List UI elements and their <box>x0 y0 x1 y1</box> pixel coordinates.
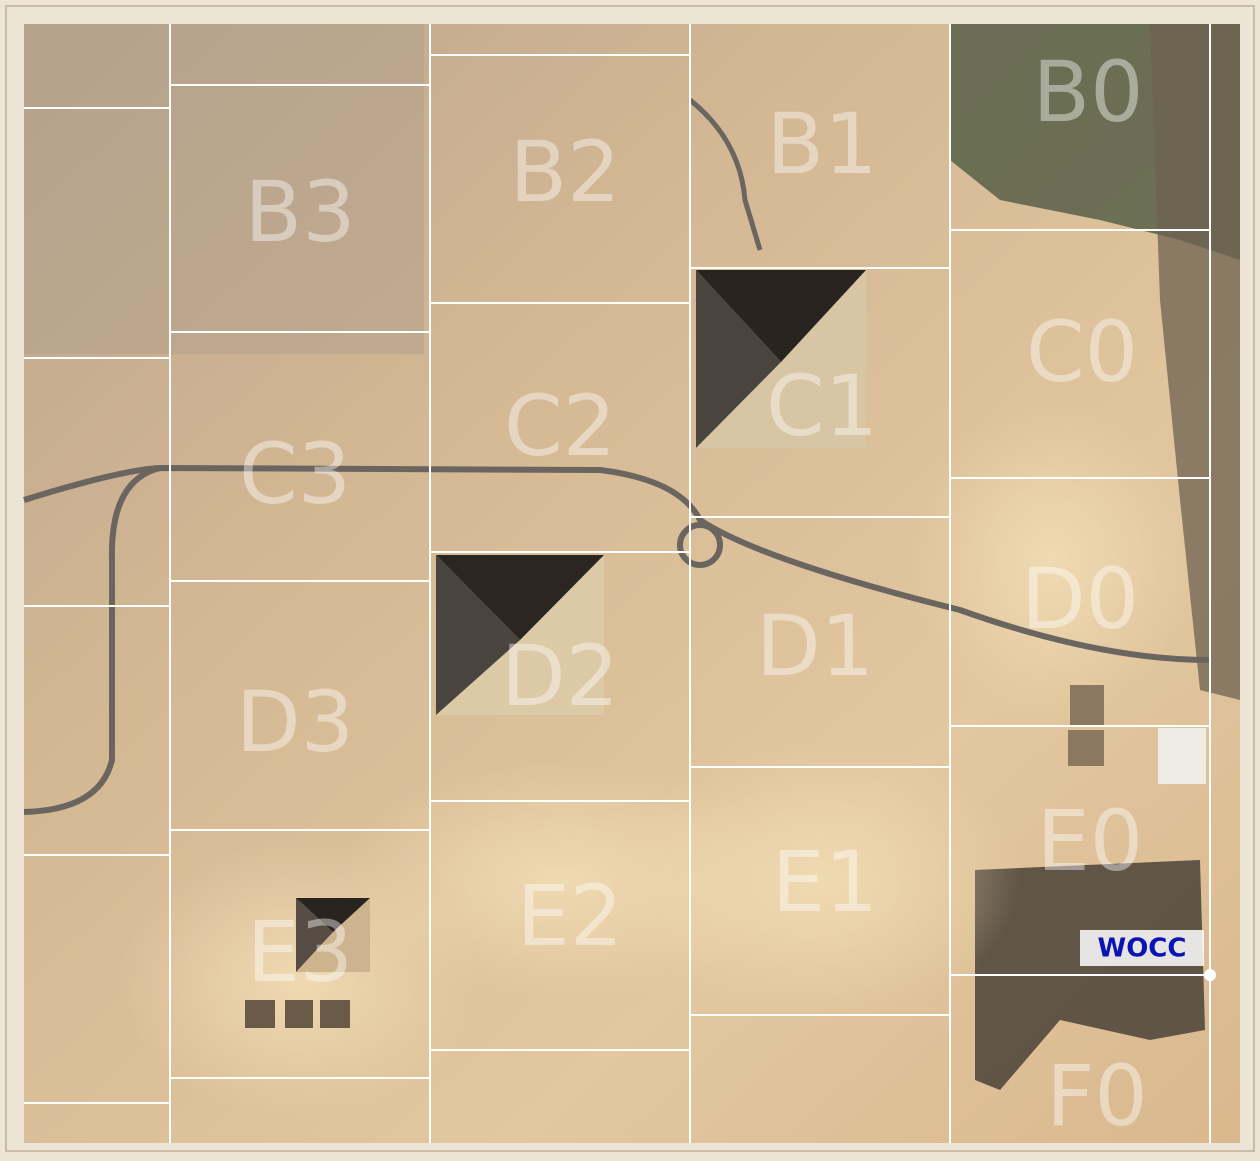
marker-box <box>1080 930 1204 966</box>
marker-label: WOCC <box>1098 934 1187 964</box>
cell-label: E1 <box>772 833 879 931</box>
cell-labels: B0 B1 B2 B3 C0 C1 C2 C3 D0 D1 D2 D3 E0 E1 E2 E3 F0 <box>236 43 1148 1145</box>
cell-label: F0 <box>1046 1047 1148 1145</box>
cell-label: D0 <box>1021 550 1139 648</box>
cell-label: D3 <box>236 673 354 771</box>
cell-label: B3 <box>244 163 355 261</box>
grid <box>24 24 1211 1143</box>
cell-label: E0 <box>1037 792 1144 890</box>
cell-label: B0 <box>1032 43 1143 141</box>
frame-border <box>5 5 1255 1152</box>
cell-label: C2 <box>504 377 616 475</box>
marker-dot <box>1204 969 1216 981</box>
cell-label: D2 <box>501 627 619 725</box>
cell-label: B1 <box>766 95 877 193</box>
cell-label: E3 <box>247 903 354 1001</box>
imagery <box>23 24 1240 1143</box>
cell-label: D1 <box>756 597 874 695</box>
cell-label: C0 <box>1026 303 1138 401</box>
cell-label: C1 <box>766 357 878 455</box>
cell-label: E2 <box>517 867 624 965</box>
cell-label: C3 <box>239 425 351 523</box>
cell-label: B2 <box>509 123 620 221</box>
